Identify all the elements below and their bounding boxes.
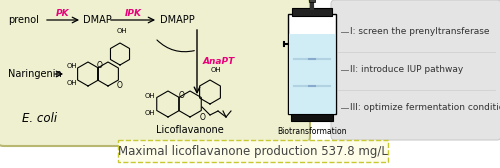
Text: prenol: prenol [8,15,39,25]
Bar [292,8,332,16]
Text: OH: OH [210,67,222,73]
Text: III: optimize fermentation conditions: III: optimize fermentation conditions [350,103,500,113]
Bar [289,34,335,114]
Text: O: O [200,113,206,121]
FancyArrowPatch shape [157,40,194,52]
Text: Maximal licoflavanone production 537.8 mg/L: Maximal licoflavanone production 537.8 m… [118,145,388,158]
Text: OH: OH [66,80,78,86]
Text: Naringenin: Naringenin [8,69,62,79]
Text: OH: OH [144,93,156,99]
Text: DMAP: DMAP [83,15,112,25]
Text: IPK: IPK [124,10,142,18]
Text: O: O [97,61,103,71]
Text: OH: OH [144,110,156,116]
Text: OH: OH [116,28,128,34]
Text: DMAPP: DMAPP [160,15,195,25]
Text: II: introduce IUP pathway: II: introduce IUP pathway [350,66,463,74]
Text: AnaPT: AnaPT [203,57,235,67]
FancyBboxPatch shape [331,0,500,140]
Text: I: screen the prenyltransferase: I: screen the prenyltransferase [350,28,490,36]
Text: Licoflavanone: Licoflavanone [156,125,224,135]
Text: O: O [117,81,123,91]
FancyBboxPatch shape [0,0,310,146]
Bar [309,0,315,2]
Text: E. coli: E. coli [22,112,57,124]
Text: OH: OH [66,63,78,69]
Text: Biotransformation: Biotransformation [277,128,347,136]
Bar [288,14,336,114]
FancyBboxPatch shape [118,140,388,162]
Text: PK: PK [56,10,70,18]
Bar [291,114,333,121]
Text: O: O [179,91,185,99]
